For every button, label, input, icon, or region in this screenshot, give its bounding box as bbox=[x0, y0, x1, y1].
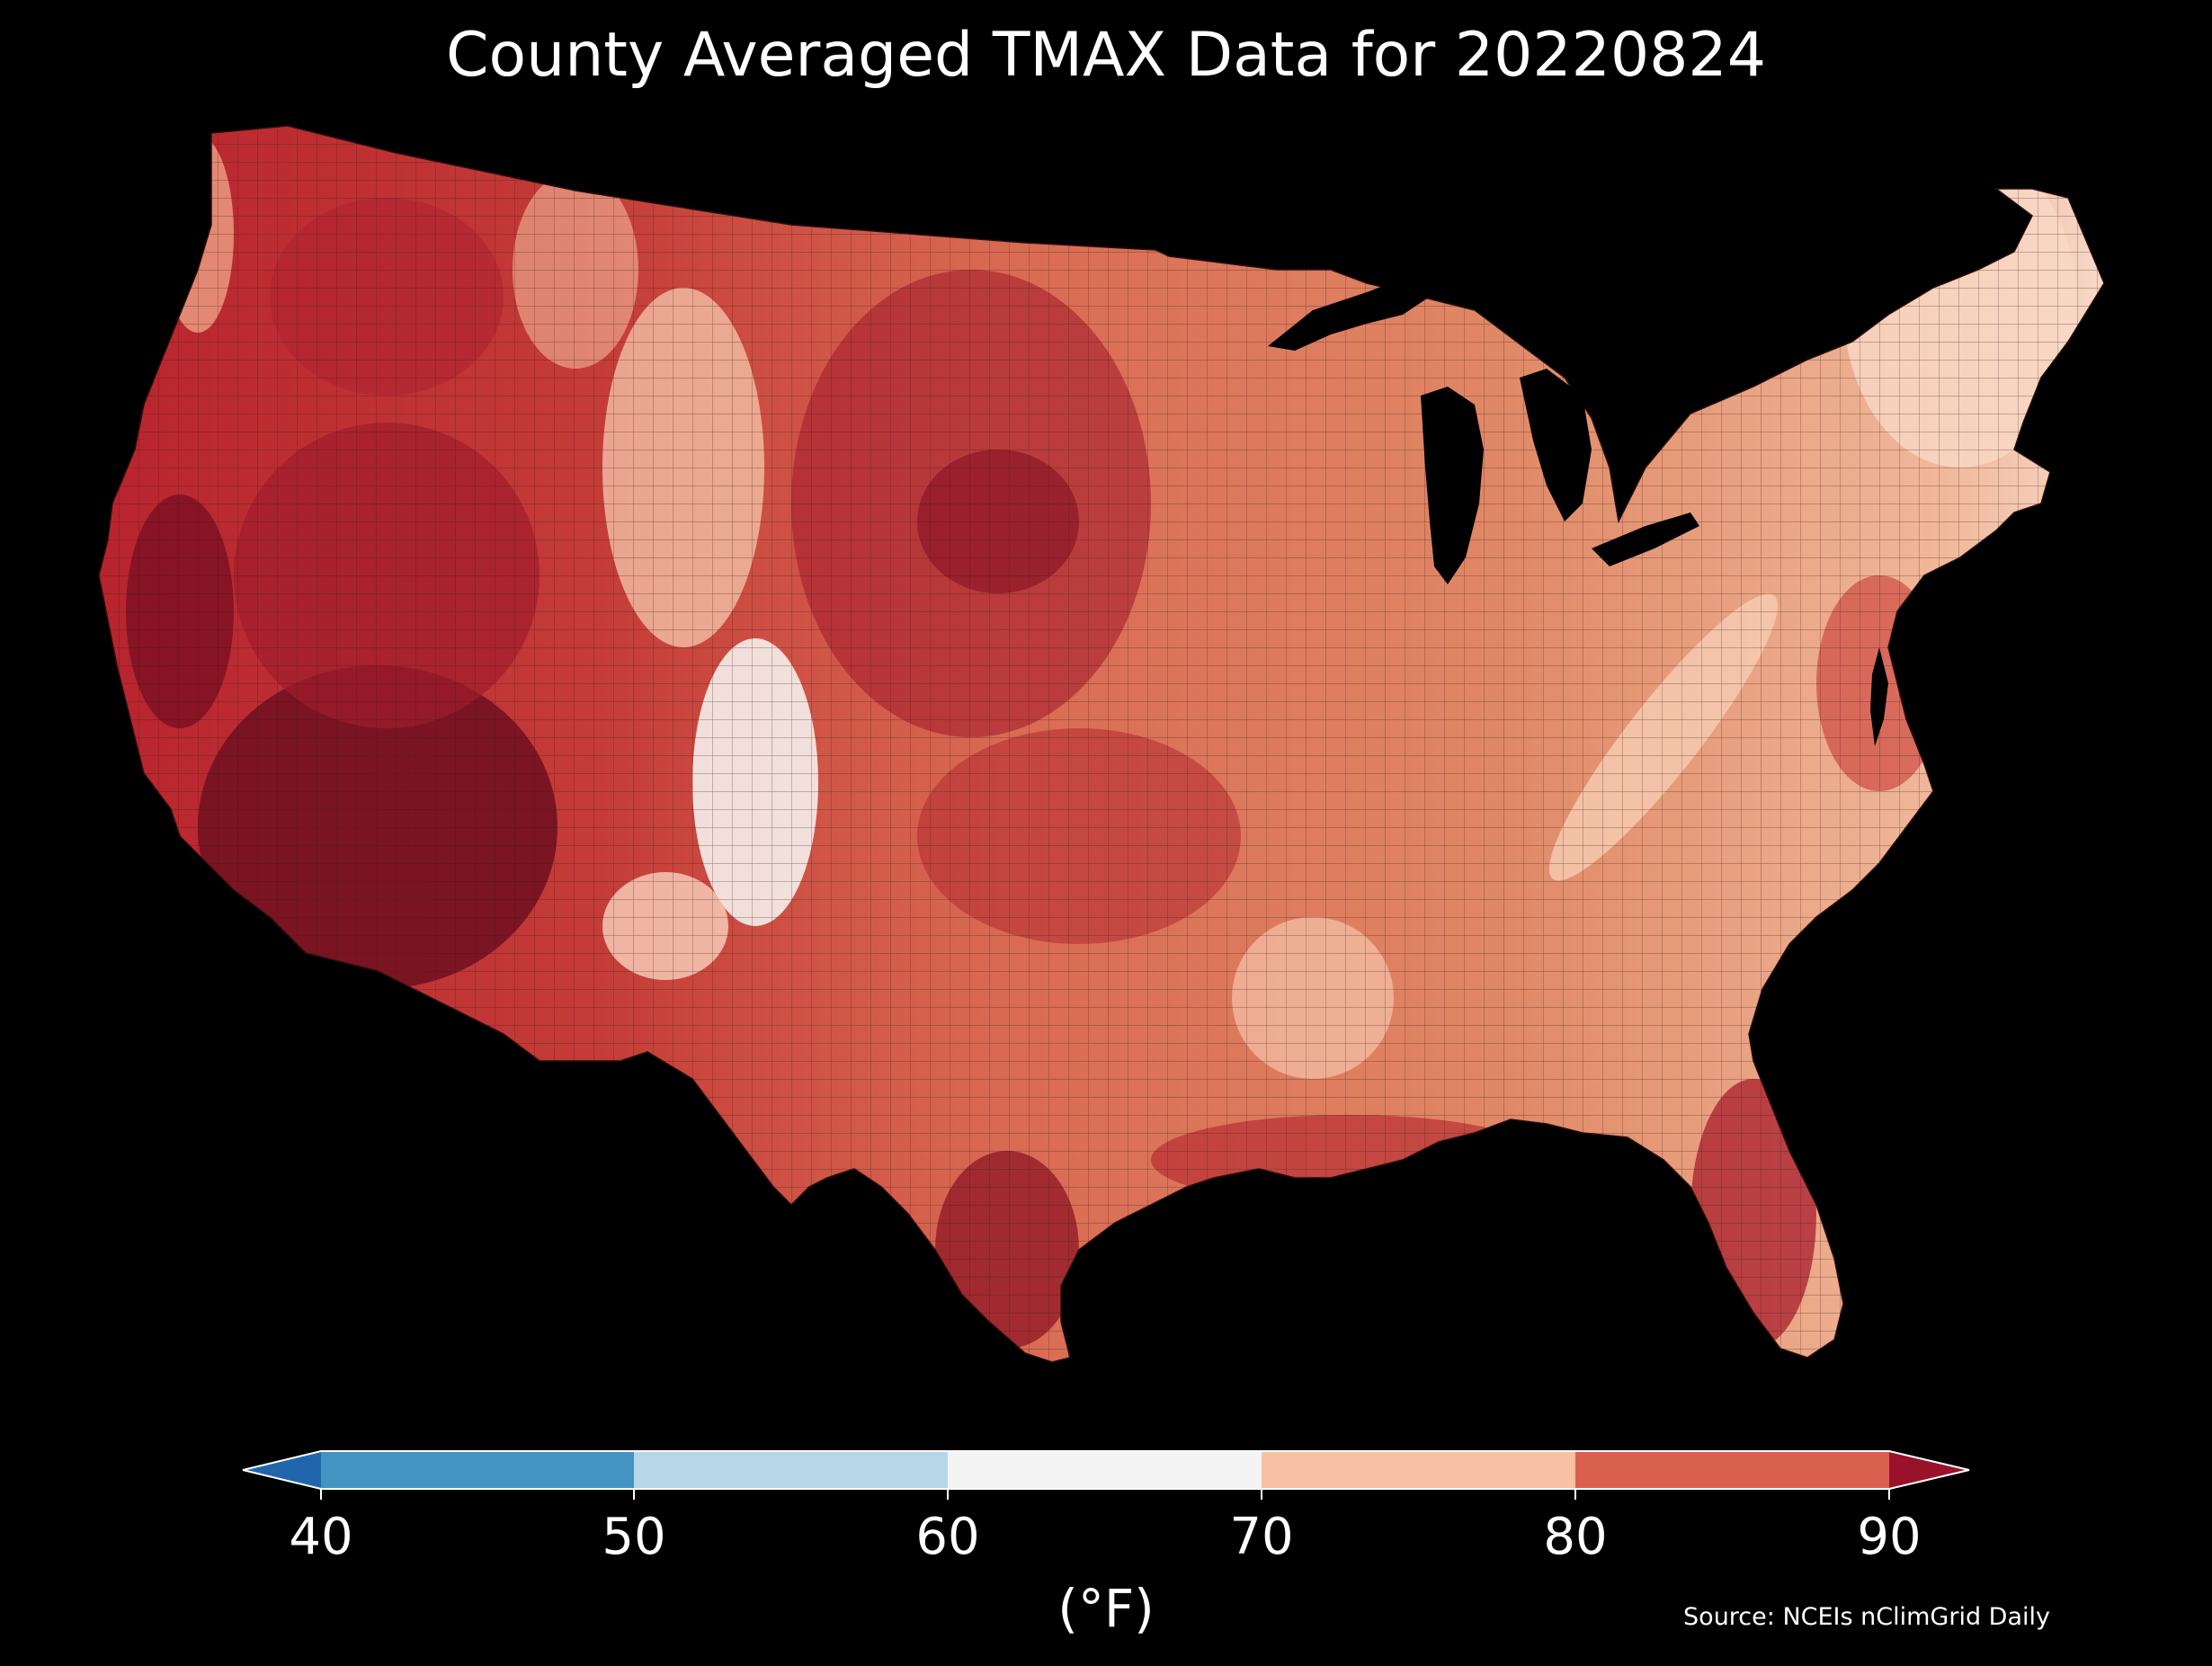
colorbar-over-arrow bbox=[1889, 1451, 1969, 1489]
lake-huron bbox=[1520, 369, 1592, 521]
us-outline bbox=[98, 125, 2105, 1363]
colorbar-unit-label: (°F) bbox=[1057, 1578, 1155, 1639]
colorbar-bin-60-70 bbox=[948, 1451, 1262, 1489]
colorbar-ticks bbox=[320, 1489, 1890, 1500]
colorbar-tick-label-40: 40 bbox=[289, 1508, 353, 1566]
colorbar-tick-label-90: 90 bbox=[1857, 1508, 1922, 1566]
colorbar-bin-70-80 bbox=[1262, 1451, 1575, 1489]
colorbar-tick-label-80: 80 bbox=[1543, 1508, 1608, 1566]
colorbar-bin-50-60 bbox=[634, 1451, 948, 1489]
colorbar-tick-label-70: 70 bbox=[1229, 1508, 1294, 1566]
colorbar-bin-80-90 bbox=[1575, 1451, 1889, 1489]
lake-erie bbox=[1592, 512, 1699, 566]
colorbar-tick-label-60: 60 bbox=[915, 1508, 980, 1566]
colorbar-under-arrow bbox=[243, 1451, 321, 1489]
colorbar-bin-40-50 bbox=[321, 1451, 634, 1489]
lake-michigan bbox=[1421, 387, 1484, 584]
colorbar-tick-label-50: 50 bbox=[602, 1508, 666, 1566]
lake-superior bbox=[1268, 279, 1430, 351]
source-credit: Source: NCEIs nClimGrid Daily bbox=[1683, 1603, 2050, 1631]
colorbar bbox=[242, 1450, 1970, 1500]
map-title: County Averaged TMAX Data for 20220824 bbox=[446, 20, 1766, 91]
chesapeake-bay bbox=[1870, 647, 1888, 746]
